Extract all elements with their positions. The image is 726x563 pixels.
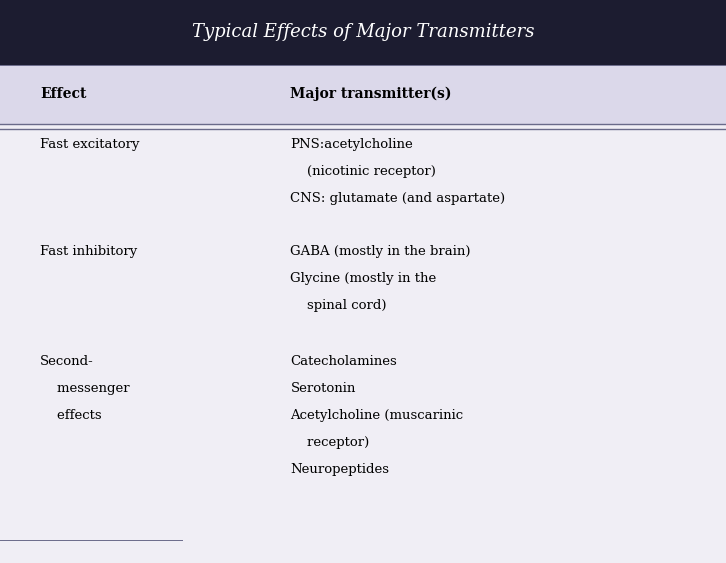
Text: CNS: glutamate (and aspartate): CNS: glutamate (and aspartate): [290, 192, 505, 205]
Text: (nicotinic receptor): (nicotinic receptor): [290, 165, 436, 178]
Text: Effect: Effect: [40, 87, 86, 101]
Text: spinal cord): spinal cord): [290, 299, 387, 312]
Text: Acetylcholine (muscarinic: Acetylcholine (muscarinic: [290, 409, 463, 422]
Text: receptor): receptor): [290, 436, 370, 449]
Text: PNS:acetylcholine: PNS:acetylcholine: [290, 138, 413, 151]
Text: Catecholamines: Catecholamines: [290, 355, 397, 368]
Text: Fast excitatory: Fast excitatory: [40, 138, 139, 151]
Text: Glycine (mostly in the: Glycine (mostly in the: [290, 272, 436, 285]
Text: messenger: messenger: [40, 382, 129, 395]
Text: Serotonin: Serotonin: [290, 382, 356, 395]
Text: Neuropeptides: Neuropeptides: [290, 463, 389, 476]
Text: GABA (mostly in the brain): GABA (mostly in the brain): [290, 245, 471, 258]
Bar: [0, 65, 726, 124]
Text: effects: effects: [40, 409, 102, 422]
Text: Fast inhibitory: Fast inhibitory: [40, 245, 137, 258]
Text: Major transmitter(s): Major transmitter(s): [290, 87, 452, 101]
Text: Typical Effects of Major Transmitters: Typical Effects of Major Transmitters: [192, 24, 534, 41]
Bar: [0, 0, 726, 65]
Text: Second-: Second-: [40, 355, 94, 368]
